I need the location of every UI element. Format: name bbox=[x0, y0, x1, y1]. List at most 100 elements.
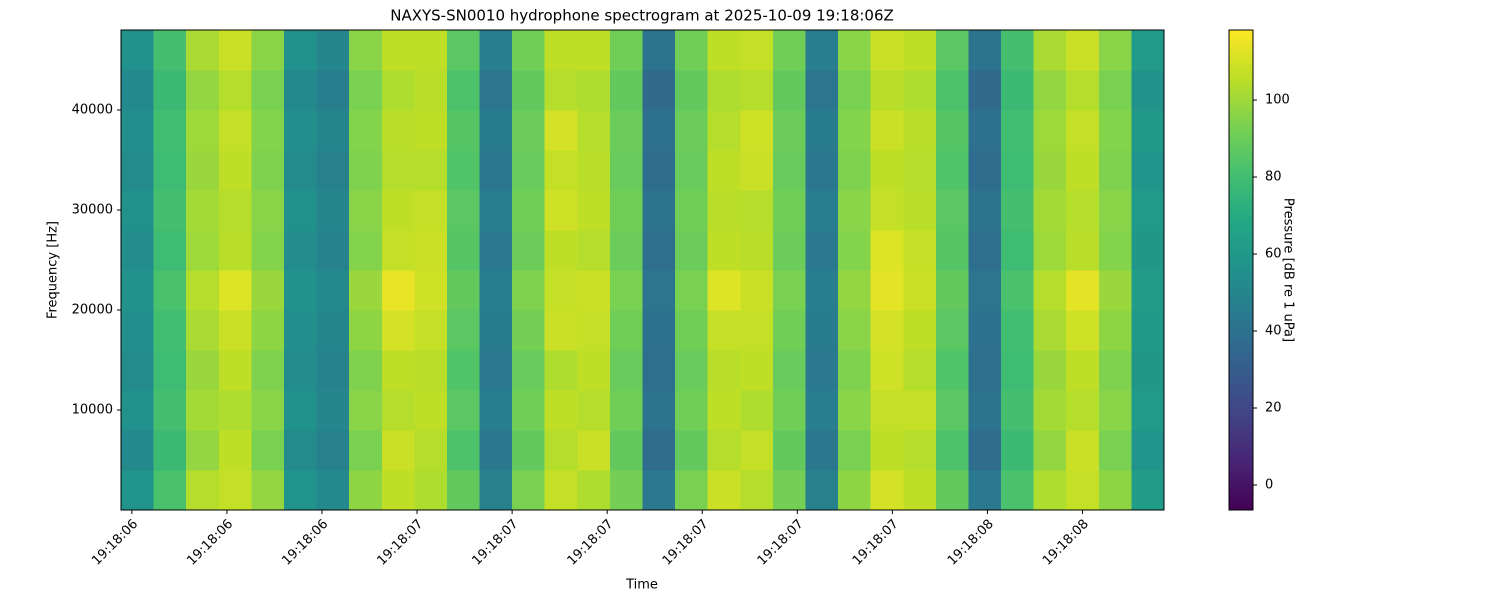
cell bbox=[609, 430, 643, 471]
cell bbox=[153, 110, 187, 151]
cell bbox=[1131, 310, 1165, 351]
cell bbox=[1066, 270, 1100, 311]
cell bbox=[740, 430, 774, 471]
cell bbox=[186, 430, 220, 471]
cell bbox=[479, 310, 513, 351]
cell bbox=[740, 390, 774, 431]
cell bbox=[512, 230, 546, 271]
cell bbox=[870, 390, 904, 431]
cell bbox=[772, 30, 806, 71]
colorbar-tick-label: 100 bbox=[1265, 93, 1290, 108]
x-tick-label: 19:18:08 bbox=[1040, 517, 1092, 569]
cell bbox=[316, 310, 350, 351]
cell bbox=[707, 150, 741, 191]
cell bbox=[381, 270, 415, 311]
cell bbox=[968, 270, 1002, 311]
colorbar-tick-label: 0 bbox=[1265, 477, 1273, 492]
cell bbox=[740, 310, 774, 351]
cell bbox=[218, 350, 252, 391]
cell bbox=[838, 110, 872, 151]
cell bbox=[935, 470, 969, 511]
cell bbox=[642, 270, 676, 311]
cell bbox=[121, 390, 155, 431]
cell bbox=[218, 310, 252, 351]
cell bbox=[838, 430, 872, 471]
cell bbox=[805, 230, 839, 271]
y-tick-label: 10000 bbox=[72, 403, 113, 418]
cell bbox=[935, 30, 969, 71]
cell bbox=[251, 350, 285, 391]
cell bbox=[1066, 390, 1100, 431]
cell bbox=[1001, 30, 1035, 71]
cell bbox=[935, 310, 969, 351]
cell bbox=[349, 390, 383, 431]
cell bbox=[838, 150, 872, 191]
cell bbox=[675, 230, 709, 271]
cell bbox=[349, 30, 383, 71]
cell bbox=[772, 150, 806, 191]
cell bbox=[316, 190, 350, 231]
x-tick-label: 19:18:06 bbox=[279, 517, 331, 569]
cell bbox=[642, 430, 676, 471]
cell bbox=[414, 190, 448, 231]
cell bbox=[1001, 350, 1035, 391]
cell bbox=[1098, 350, 1132, 391]
cell bbox=[870, 310, 904, 351]
x-tick-label: 19:18:07 bbox=[660, 517, 712, 569]
cell bbox=[968, 470, 1002, 511]
cell bbox=[707, 390, 741, 431]
cell bbox=[1098, 270, 1132, 311]
cell bbox=[381, 30, 415, 71]
cell bbox=[316, 70, 350, 111]
cell bbox=[870, 190, 904, 231]
cell bbox=[935, 190, 969, 231]
cell bbox=[740, 150, 774, 191]
cell bbox=[218, 230, 252, 271]
cell bbox=[903, 470, 937, 511]
cell bbox=[446, 190, 481, 231]
cell bbox=[381, 150, 415, 191]
cell bbox=[577, 150, 611, 191]
cell bbox=[121, 230, 155, 271]
cell bbox=[316, 110, 350, 151]
cell bbox=[512, 310, 546, 351]
cell bbox=[251, 70, 285, 111]
cell bbox=[1033, 150, 1067, 191]
cell bbox=[1033, 30, 1067, 71]
cell bbox=[381, 110, 415, 151]
cell bbox=[349, 230, 383, 271]
cell bbox=[1033, 270, 1067, 311]
cell bbox=[283, 70, 318, 111]
cell bbox=[283, 310, 318, 351]
cell bbox=[870, 230, 904, 271]
cell bbox=[349, 430, 383, 471]
cell bbox=[968, 110, 1002, 151]
cell bbox=[283, 350, 318, 391]
cell bbox=[772, 70, 806, 111]
cell bbox=[283, 30, 318, 71]
cell bbox=[1033, 190, 1067, 231]
cell bbox=[968, 150, 1002, 191]
cell bbox=[544, 310, 578, 351]
cell bbox=[838, 190, 872, 231]
cell bbox=[870, 70, 904, 111]
cell bbox=[707, 110, 741, 151]
x-tick-label: 19:18:07 bbox=[565, 517, 617, 569]
cell bbox=[414, 30, 448, 71]
x-tick-label: 19:18:06 bbox=[184, 517, 236, 569]
cell bbox=[1066, 470, 1100, 511]
cell bbox=[577, 310, 611, 351]
cell bbox=[446, 310, 481, 351]
cell bbox=[283, 150, 318, 191]
cell bbox=[414, 110, 448, 151]
cell bbox=[609, 270, 643, 311]
cell bbox=[707, 230, 741, 271]
cell bbox=[186, 310, 220, 351]
cell bbox=[1131, 190, 1165, 231]
cell bbox=[642, 230, 676, 271]
cell bbox=[218, 190, 252, 231]
colorbar-label: Pressure [dB re 1 uPa] bbox=[1281, 198, 1296, 342]
cell bbox=[577, 190, 611, 231]
cell bbox=[1001, 470, 1035, 511]
